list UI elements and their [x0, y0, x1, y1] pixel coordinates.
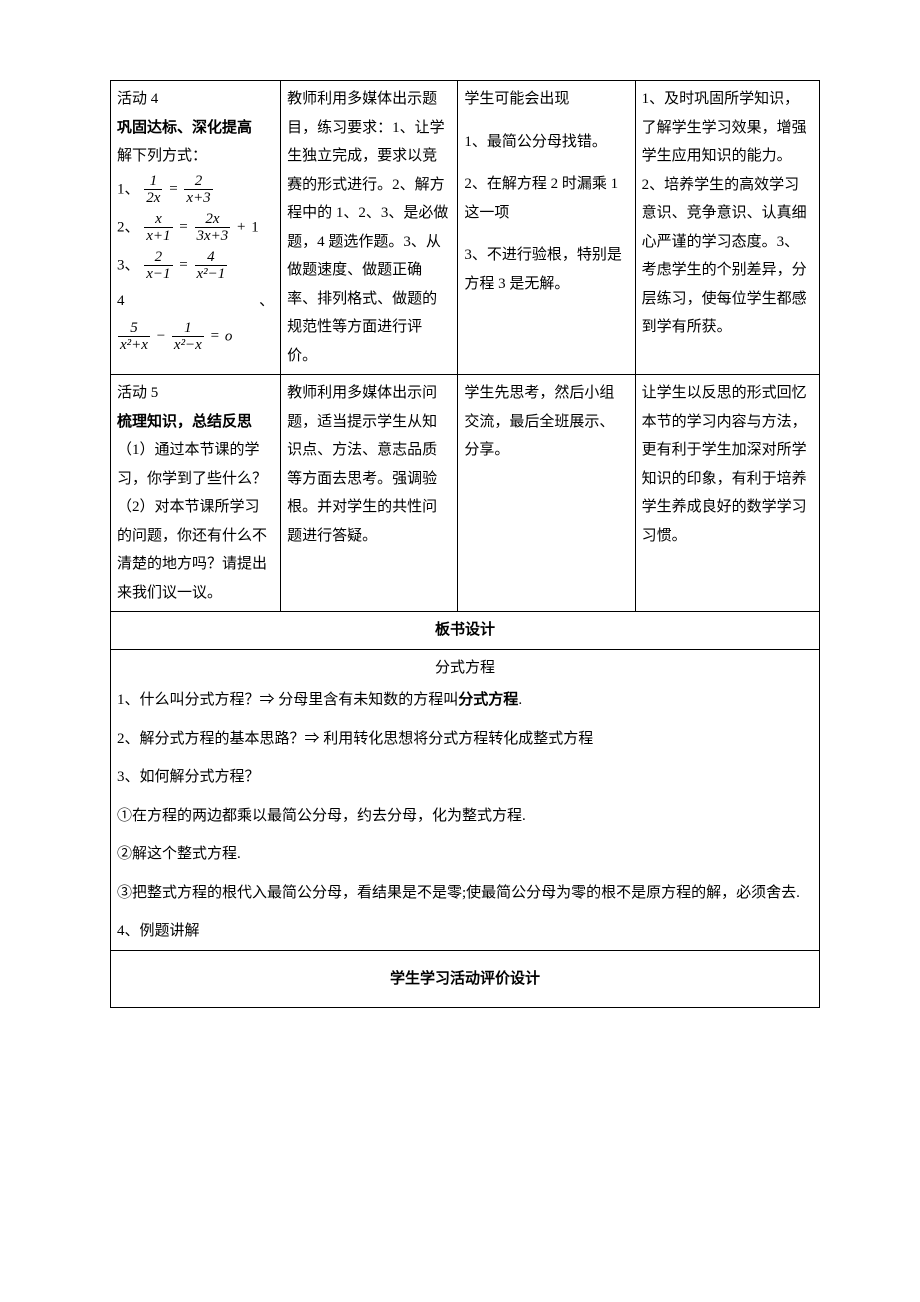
evaluation-header: 学生学习活动评价设计	[111, 950, 820, 1008]
board-step-3: ③把整式方程的根代入最简公分母，看结果是不是零;使最简公分母为零的根不是原方程的…	[117, 879, 813, 908]
activity-q2: （2）对本节课所学习的问题，你还有什么不清楚的地方吗？请提出来我们议一议。	[117, 493, 274, 607]
activity-title: 梳理知识，总结反思	[117, 408, 274, 437]
table-row: 学生学习活动评价设计	[111, 950, 820, 1008]
board-design-content: 分式方程 1、什么叫分式方程？⇒ 分母里含有未知数的方程叫分式方程. 2、解分式…	[111, 649, 820, 950]
table-row: 板书设计	[111, 612, 820, 650]
board-point-4: 4、例题讲解	[117, 917, 813, 946]
board-step-1: ①在方程的两边都乘以最简公分母，约去分母，化为整式方程.	[117, 802, 813, 831]
board-point-1: 1、什么叫分式方程？⇒ 分母里含有未知数的方程叫分式方程.	[117, 686, 813, 715]
activity-q1: （1）通过本节课的学习，你学到了些什么？	[117, 436, 274, 493]
cell-activity5-student: 学生先思考，然后小组交流，最后全班展示、分享。	[458, 375, 635, 612]
board-point-3: 3、如何解分式方程？	[117, 763, 813, 792]
document-page: 活动 4 巩固达标、深化提高 解下列方式： 1、 12x = 2x+3 2、 x…	[0, 0, 920, 1068]
equation-4: 5x²+x − 1x²−x = o	[117, 318, 274, 356]
cell-activity4-content: 活动 4 巩固达标、深化提高 解下列方式： 1、 12x = 2x+3 2、 x…	[111, 81, 281, 375]
activity-intro: 解下列方式：	[117, 142, 274, 171]
table-row: 活动 4 巩固达标、深化提高 解下列方式： 1、 12x = 2x+3 2、 x…	[111, 81, 820, 375]
cell-activity5-content: 活动 5 梳理知识，总结反思 （1）通过本节课的学习，你学到了些什么？ （2）对…	[111, 375, 281, 612]
activity-label: 活动 5	[117, 379, 274, 408]
cell-activity4-student: 学生可能会出现 1、最简公分母找错。 2、在解方程 2 时漏乘 1 这一项 3、…	[458, 81, 635, 375]
cell-activity4-intent: 1、及时巩固所学知识，了解学生学习效果，增强学生应用知识的能力。2、培养学生的高…	[635, 81, 819, 375]
board-step-2: ②解这个整式方程.	[117, 840, 813, 869]
table-row: 活动 5 梳理知识，总结反思 （1）通过本节课的学习，你学到了些什么？ （2）对…	[111, 375, 820, 612]
equation-1: 1、 12x = 2x+3	[117, 171, 274, 209]
board-point-2: 2、解分式方程的基本思路？⇒ 利用转化思想将分式方程转化成整式方程	[117, 725, 813, 754]
table-row: 分式方程 1、什么叫分式方程？⇒ 分母里含有未知数的方程叫分式方程. 2、解分式…	[111, 649, 820, 950]
cell-activity5-intent: 让学生以反思的形式回忆本节的学习内容与方法，更有利于学生加深对所学知识的印象，有…	[635, 375, 819, 612]
equation-3: 3、 2x−1 = 4x²−1	[117, 247, 274, 285]
equation-4-label: 4 、	[117, 285, 274, 318]
activity-label: 活动 4	[117, 85, 274, 114]
cell-activity4-teacher: 教师利用多媒体出示题目，练习要求：1、让学生独立完成，要求以竞赛的形式进行。2、…	[281, 81, 458, 375]
board-design-header: 板书设计	[111, 612, 820, 650]
board-title: 分式方程	[117, 654, 813, 683]
lesson-table: 活动 4 巩固达标、深化提高 解下列方式： 1、 12x = 2x+3 2、 x…	[110, 80, 820, 1008]
equation-2: 2、 xx+1 = 2x3x+3 + 1	[117, 209, 274, 247]
cell-activity5-teacher: 教师利用多媒体出示问题，适当提示学生从知识点、方法、意志品质等方面去思考。强调验…	[281, 375, 458, 612]
activity-title: 巩固达标、深化提高	[117, 114, 274, 143]
